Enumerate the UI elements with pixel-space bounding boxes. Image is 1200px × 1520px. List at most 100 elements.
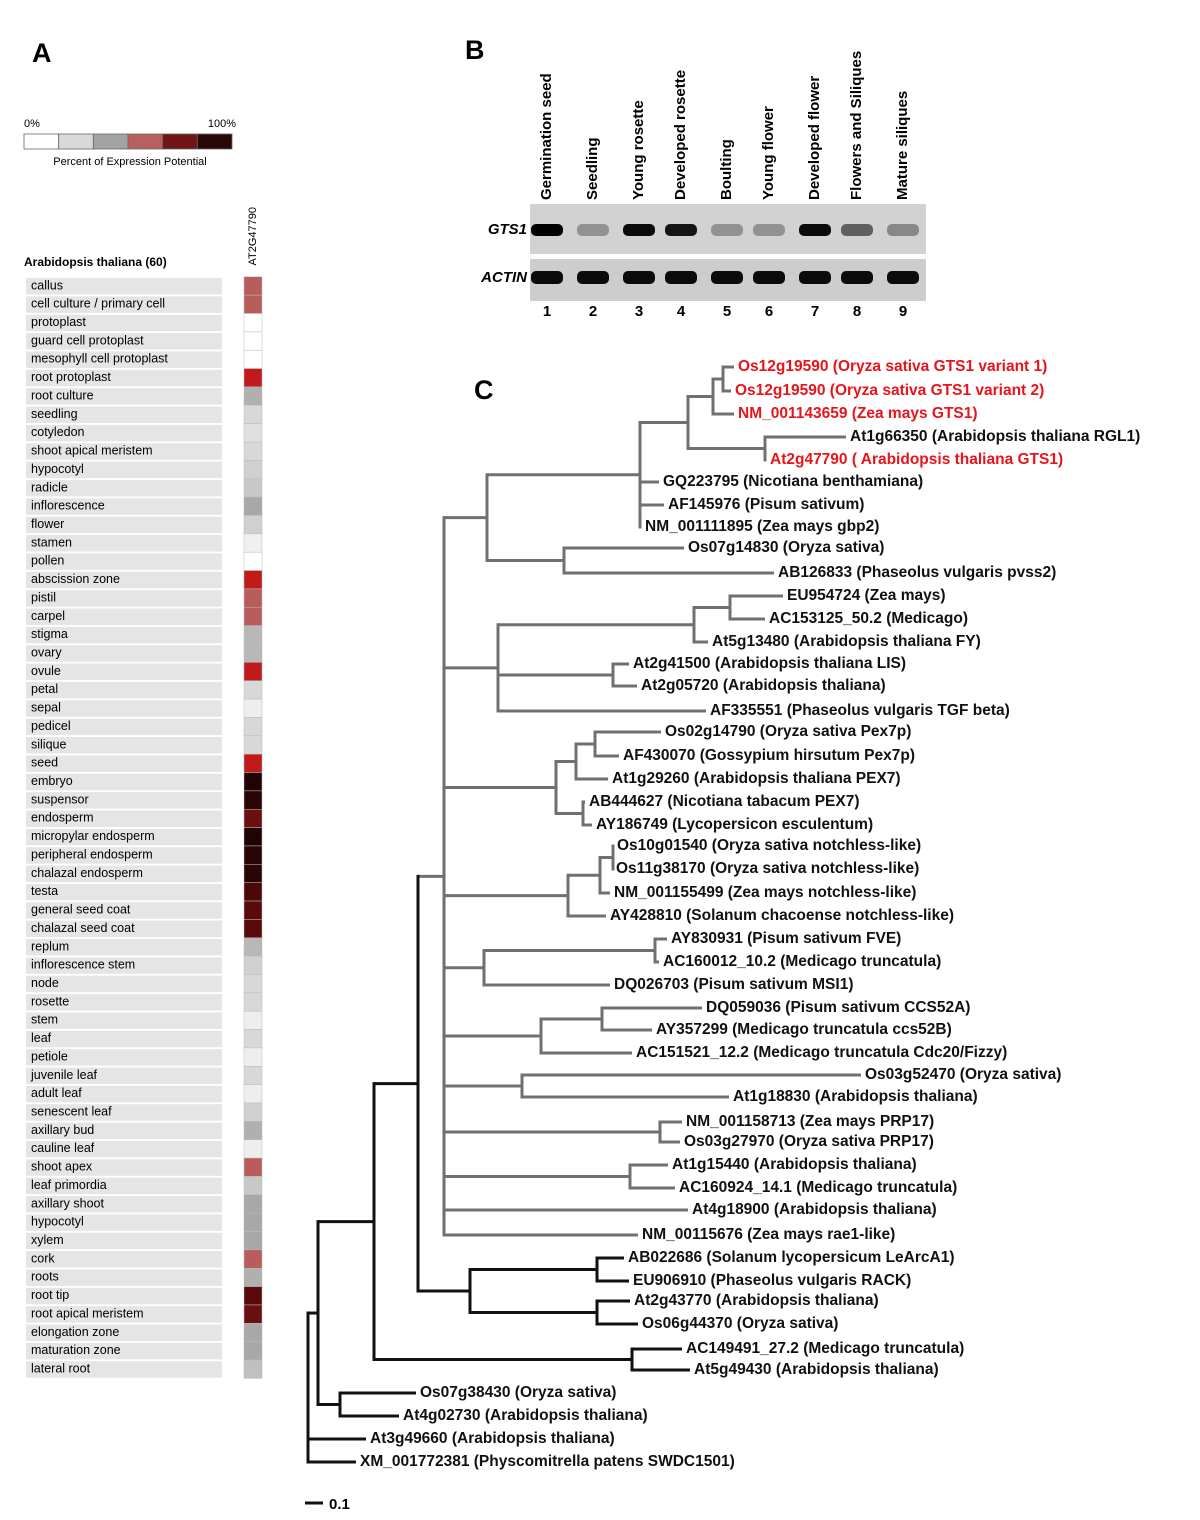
row-background	[26, 810, 222, 827]
leaf-label: At4g02730 (Arabidopsis thaliana)	[403, 1407, 648, 1424]
row-background	[26, 920, 222, 938]
tissue-label: pedicel	[31, 719, 71, 733]
tissue-label: mesophyll cell protoplast	[31, 352, 168, 366]
heat-cell	[243, 533, 263, 553]
legend-min: 0%	[24, 118, 40, 130]
row-background	[26, 883, 222, 901]
tissue-label: leaf	[31, 1031, 52, 1045]
row-background	[26, 1232, 222, 1250]
leaf-label: AY357299 (Medicago truncatula ccs52B)	[656, 1021, 952, 1038]
row-background	[26, 773, 222, 791]
row-background	[26, 571, 222, 589]
row-background	[26, 847, 222, 864]
row-background	[26, 1342, 222, 1360]
leaf-label: DQ026703 (Pisum sativum MSI1)	[614, 976, 854, 993]
row-background	[26, 700, 222, 717]
tissue-label: shoot apical meristem	[31, 444, 153, 458]
leaf-label: EU906910 (Phaseolus vulgaris RACK)	[633, 1272, 911, 1289]
tissue-label: carpel	[31, 609, 65, 623]
heat-cell	[243, 753, 263, 773]
lane-label: Seedling	[584, 137, 601, 200]
leaf-label: AC160012_10.2 (Medicago truncatula)	[663, 953, 941, 970]
leaf-label: Os03g27970 (Oryza sativa PRP17)	[684, 1133, 934, 1150]
leaf-label: At4g18900 (Arabidopsis thaliana)	[692, 1201, 937, 1218]
heat-cell	[243, 643, 263, 663]
tissue-label: protoplast	[31, 315, 86, 329]
leaf-label: At5g49430 (Arabidopsis thaliana)	[694, 1361, 939, 1378]
tissue-label: flower	[31, 517, 64, 531]
gene-header: AT2G47790	[247, 207, 259, 266]
legend-swatch	[196, 133, 233, 150]
heat-cell	[243, 386, 263, 406]
row-background	[26, 351, 222, 368]
leaf-label: DQ059036 (Pisum sativum CCS52A)	[706, 999, 970, 1016]
tissue-label: guard cell protoplast	[31, 333, 144, 347]
lane-number: 7	[811, 303, 819, 320]
leaf-label: At2g41500 (Arabidopsis thaliana LIS)	[633, 655, 906, 672]
lane-number: 6	[765, 303, 773, 320]
leaf-label: AC160924_14.1 (Medicago truncatula)	[679, 1179, 957, 1196]
heat-cell	[243, 441, 263, 461]
tissue-label: suspensor	[31, 792, 89, 806]
row-background	[26, 590, 222, 607]
leaf-label: XM_001772381 (Physcomitrella patens SWDC…	[360, 1453, 735, 1470]
legend-swatch	[92, 133, 129, 150]
heat-cell	[243, 1194, 263, 1214]
tissue-label: stem	[31, 1013, 58, 1027]
tissue-label: lateral root	[31, 1362, 91, 1376]
leaf-label: NM_00115676 (Zea mays rae1-like)	[642, 1226, 895, 1243]
heat-cell	[243, 1212, 263, 1232]
lane-number: 1	[543, 303, 551, 320]
row-background	[26, 369, 222, 387]
tissue-label: micropylar endosperm	[31, 829, 155, 843]
row-background	[26, 296, 222, 313]
row-background	[26, 1140, 222, 1158]
leaf-label: NM_001155499 (Zea mays notchless-like)	[614, 884, 916, 901]
tissue-label: shoot apex	[31, 1160, 93, 1174]
tissue-label: seed	[31, 756, 58, 770]
heat-cell	[243, 919, 263, 939]
row-background	[26, 1196, 222, 1213]
row-background	[26, 498, 222, 515]
row-background	[26, 278, 222, 295]
leaf-label: At1g29260 (Arabidopsis thaliana PEX7)	[612, 770, 901, 787]
gel-band	[531, 271, 563, 284]
leaf-label: At1g18830 (Arabidopsis thaliana)	[733, 1088, 978, 1105]
leaf-label: NM_001111895 (Zea mays gbp2)	[645, 518, 879, 535]
heat-cell	[243, 1010, 263, 1030]
heat-cell	[243, 772, 263, 792]
heat-cell	[243, 460, 263, 480]
heat-cell	[243, 478, 263, 498]
tissue-label: chalazal endosperm	[31, 866, 143, 880]
lane-label: Young rosette	[630, 100, 647, 200]
row-background	[26, 1269, 222, 1286]
scale-bar-label: 0.1	[329, 1496, 350, 1513]
row-background	[26, 424, 222, 442]
tissue-label: ovary	[31, 645, 62, 659]
lane-label: Developed rosette	[672, 70, 689, 200]
tissue-label: pistil	[31, 590, 56, 604]
gel-band	[799, 271, 831, 284]
tissue-label: pollen	[31, 554, 64, 568]
gel-band	[531, 224, 563, 236]
lane-label: Developed flower	[806, 76, 823, 200]
leaf-label: AB444627 (Nicotiana tabacum PEX7)	[589, 793, 860, 810]
row-background	[26, 902, 222, 919]
leaf-label: At2g43770 (Arabidopsis thaliana)	[634, 1292, 879, 1309]
lane-number: 2	[589, 303, 597, 320]
gel-band	[577, 224, 609, 236]
leaf-label: Os12g19590 (Oryza sativa GTS1 variant 1)	[738, 358, 1047, 375]
gel-band	[577, 271, 609, 284]
lane-label: Flowers and Siliques	[848, 51, 865, 200]
row-background	[26, 1306, 222, 1323]
tissue-label: callus	[31, 278, 63, 292]
tissue-label: general seed coat	[31, 903, 131, 917]
heat-cell	[243, 827, 263, 847]
tissue-label: silique	[31, 737, 66, 751]
leaf-label: AB126833 (Phaseolus vulgaris pvss2)	[778, 564, 1056, 581]
gel-band	[753, 271, 785, 284]
row-background	[26, 1030, 222, 1048]
heat-cell	[243, 276, 263, 296]
row-background	[26, 406, 222, 424]
heat-cell	[243, 717, 263, 737]
